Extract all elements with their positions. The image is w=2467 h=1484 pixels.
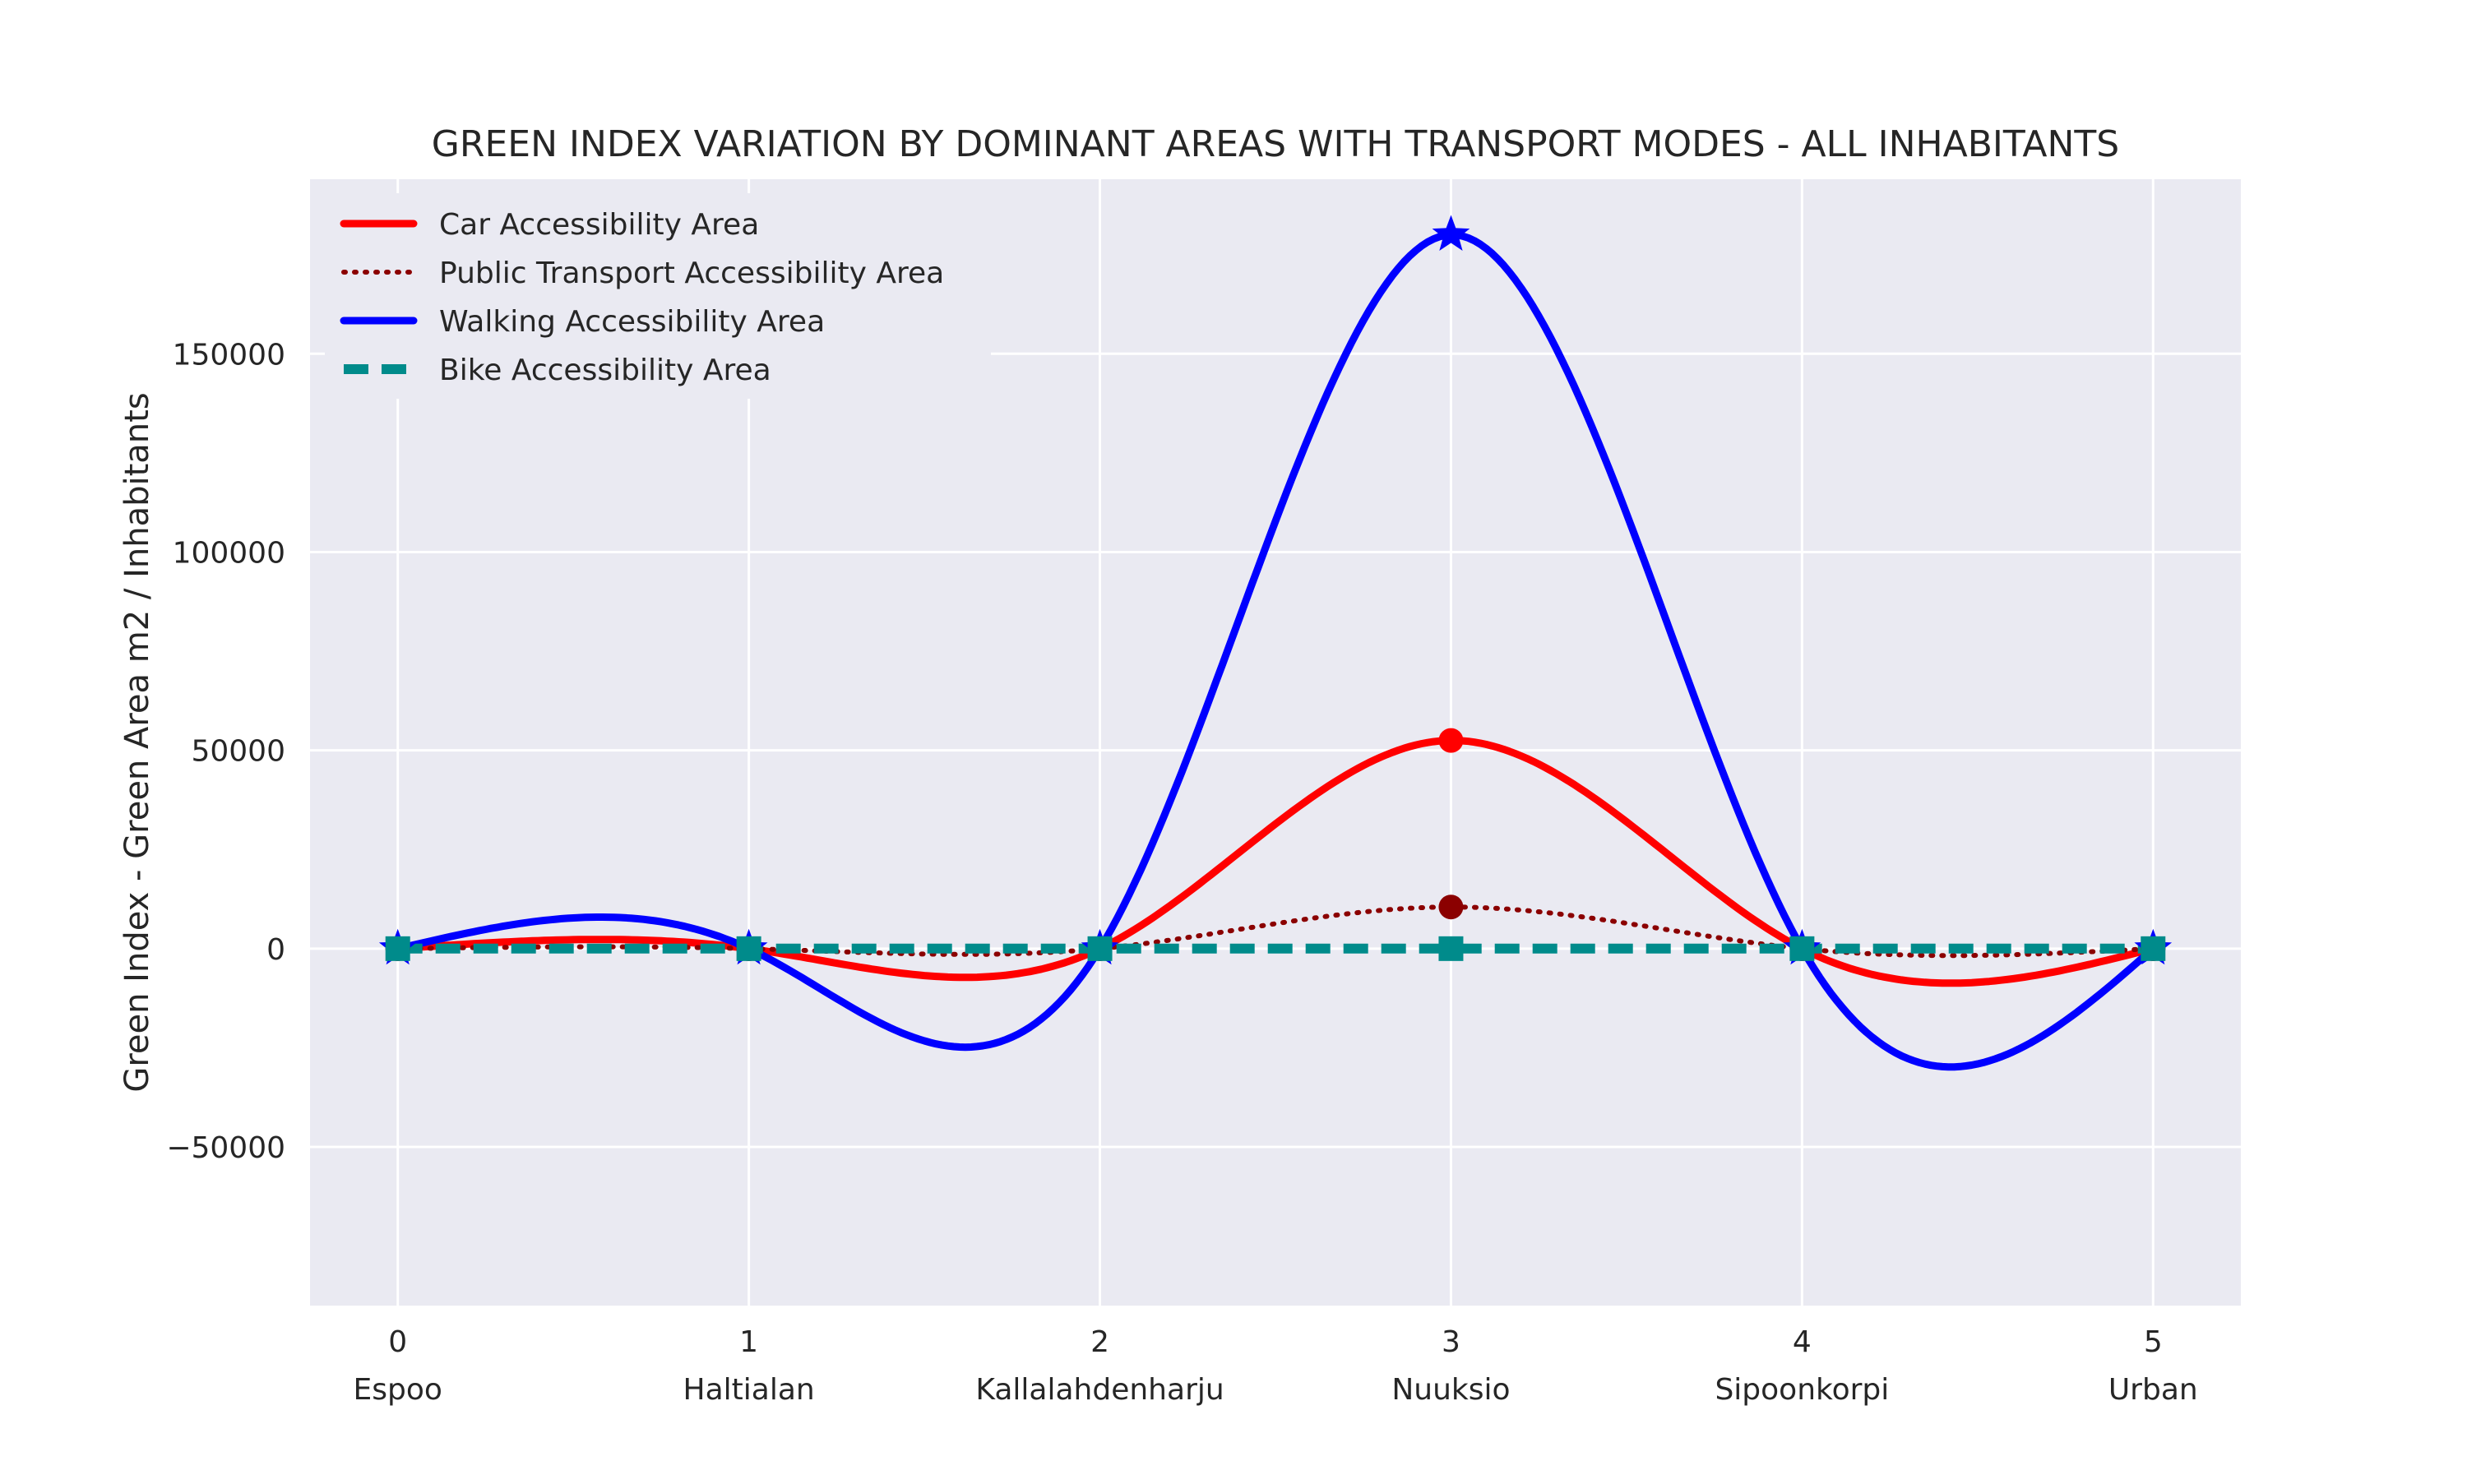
x-tick-label: 4 <box>1793 1325 1812 1359</box>
legend-label-public-transport: Public Transport Accessibility Area <box>439 257 944 290</box>
data-point-bike-accessibility-area <box>1789 936 1815 961</box>
data-point-car-accessibility-area <box>1438 728 1464 753</box>
legend-item-walking: Walking Accessibility Area <box>340 305 825 339</box>
legend-label-walking: Walking Accessibility Area <box>439 305 825 339</box>
y-tick-label: −50000 <box>166 1131 285 1165</box>
series-line-public-transport-accessibility-area <box>395 904 2156 959</box>
x-tick-label: 0 <box>388 1325 407 1359</box>
series-line-walking-accessibility-area <box>394 231 2157 1071</box>
data-point-bike-accessibility-area <box>1087 936 1113 961</box>
y-tick-label: 150000 <box>173 338 285 372</box>
legend-label-bike: Bike Accessibility Area <box>439 354 771 387</box>
data-point-walking-accessibility-area <box>1432 215 1470 251</box>
x-category-label: Sipoonkorpi <box>1715 1373 1889 1407</box>
data-point-bike-accessibility-area <box>385 936 410 961</box>
x-tick-label: 5 <box>2144 1325 2163 1359</box>
y-tick-label: 50000 <box>191 735 285 769</box>
x-category-label: Urban <box>2108 1373 2198 1407</box>
x-tick-label: 2 <box>1090 1325 1109 1359</box>
legend-box <box>325 193 991 399</box>
data-point-bike-accessibility-area <box>1438 936 1464 961</box>
series-lines <box>394 231 2157 1071</box>
data-point-bike-accessibility-area <box>736 936 761 961</box>
tick-labels: −50000 0 50000 100000 150000 0 Espoo 1 Haltialan… <box>166 338 2197 1407</box>
data-point-public-transport-accessibility-area <box>1438 895 1464 920</box>
legend-item-public-transport: Public Transport Accessibility Area <box>341 257 944 290</box>
y-tick-label: 100000 <box>173 536 285 570</box>
x-category-label: Haltialan <box>683 1373 815 1407</box>
chart-title: GREEN INDEX VARIATION BY DOMINANT AREAS … <box>432 123 2119 165</box>
legend: Car Accessibility Area Public Transport … <box>325 193 991 399</box>
x-category-label: Nuuksio <box>1391 1373 1510 1407</box>
series-line-car-accessibility-area <box>394 737 2157 987</box>
y-axis-label: Green Index - Green Area m2 / Inhabitant… <box>118 392 156 1092</box>
legend-item-bike: Bike Accessibility Area <box>344 354 771 387</box>
legend-item-car: Car Accessibility Area <box>340 208 759 242</box>
x-category-label: Espoo <box>354 1373 442 1407</box>
data-point-bike-accessibility-area <box>2141 936 2166 961</box>
legend-label-car: Car Accessibility Area <box>439 208 759 242</box>
y-tick-label: 0 <box>266 933 285 967</box>
x-tick-label: 1 <box>739 1325 758 1359</box>
series-markers <box>378 215 2173 965</box>
x-category-label: Kallalahdenharju <box>975 1373 1224 1407</box>
x-tick-label: 3 <box>1442 1325 1460 1359</box>
